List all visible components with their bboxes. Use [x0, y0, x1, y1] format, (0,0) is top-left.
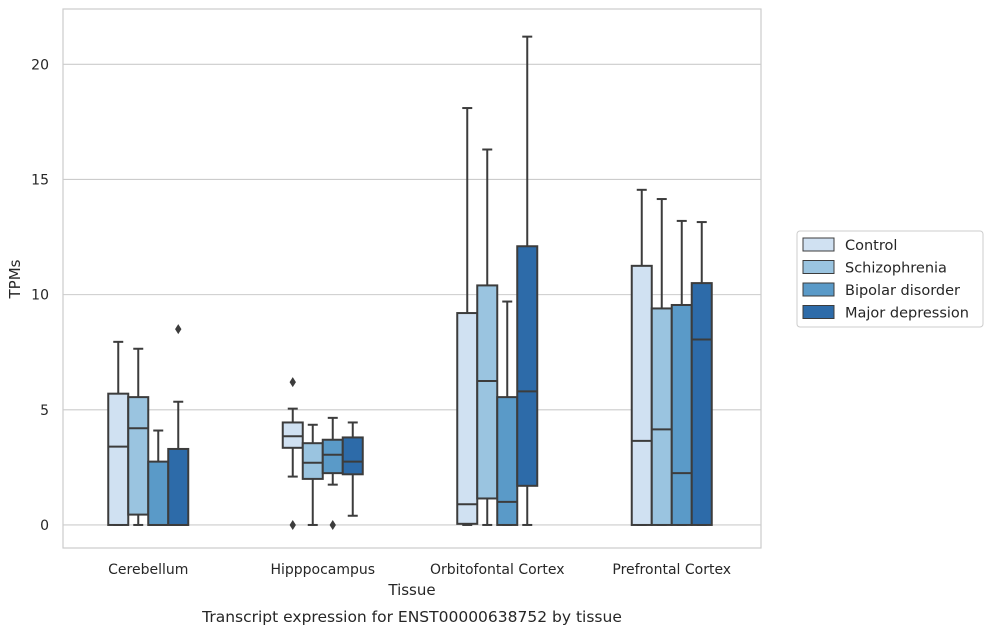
box-iqr	[167, 447, 190, 526]
box-control	[107, 340, 130, 526]
x-tick-label: Hipppocampus	[270, 562, 375, 578]
box-bipolar-disorder	[496, 300, 519, 526]
outlier-point	[289, 519, 296, 530]
box-control	[456, 107, 479, 526]
x-tick-label: Prefrontal Cortex	[612, 562, 731, 578]
x-axis-ticks: Cerebellum Hipppocampus Orbitofontal Corte…	[108, 562, 731, 578]
box-major-depression	[690, 221, 713, 526]
x-tick-label: Orbitofontal Cortex	[430, 562, 565, 578]
box-iqr	[321, 438, 344, 475]
x-axis-label: Tissue	[387, 581, 435, 599]
box-major-depression	[341, 421, 364, 517]
y-tick-label: 15	[31, 172, 49, 188]
box-schizophrenia	[127, 347, 150, 526]
legend-entry: Schizophrenia	[845, 261, 947, 277]
box-bipolar-disorder	[321, 416, 344, 530]
y-tick-label: 5	[40, 403, 49, 419]
legend-entry: Control	[845, 238, 897, 254]
y-axis-label: TPMs	[6, 259, 24, 299]
box-iqr	[516, 245, 539, 487]
y-tick-label: 20	[31, 57, 49, 73]
legend-frame	[796, 230, 984, 328]
box-schizophrenia	[650, 198, 673, 526]
legend-entry: Bipolar disorder	[845, 283, 960, 299]
legend-entry: Major depression	[845, 306, 969, 322]
box-control	[630, 188, 653, 526]
y-axis-ticks: 0 5 10 15 20	[31, 57, 49, 534]
box-iqr	[127, 396, 150, 516]
box-iqr	[301, 442, 324, 480]
outlier-point	[289, 377, 296, 388]
legend-swatch	[802, 237, 835, 252]
box-schizophrenia	[301, 423, 324, 526]
box-iqr	[630, 264, 653, 526]
box-iqr	[650, 307, 673, 526]
box-major-depression	[516, 35, 539, 526]
x-tick-label: Cerebellum	[108, 562, 188, 578]
outlier-point	[329, 519, 336, 530]
box-iqr	[456, 312, 479, 525]
box-bipolar-disorder	[670, 219, 693, 526]
box-control	[281, 377, 304, 530]
box-iqr	[147, 460, 170, 526]
box-iqr	[496, 396, 519, 526]
box-iqr	[476, 284, 499, 500]
legend-swatch	[802, 282, 835, 297]
legend-swatch	[802, 260, 835, 274]
plot-area-frame	[62, 8, 762, 549]
box-schizophrenia	[476, 148, 499, 526]
chart-caption: Transcript expression for ENST0000063875…	[201, 608, 622, 626]
legend: Control Schizophrenia Bipolar disorder Majo…	[796, 230, 984, 328]
box-iqr	[690, 282, 713, 526]
box-major-depression	[167, 324, 190, 526]
outlier-point	[175, 324, 182, 335]
box-bipolar-disorder	[147, 429, 170, 526]
box-groups	[107, 35, 713, 530]
box-iqr	[107, 392, 130, 526]
box-iqr	[281, 421, 304, 449]
y-tick-label: 10	[31, 288, 49, 304]
legend-swatch	[802, 305, 835, 319]
box-iqr	[341, 436, 364, 476]
y-tick-label: 0	[40, 518, 49, 534]
box-iqr	[670, 303, 693, 526]
